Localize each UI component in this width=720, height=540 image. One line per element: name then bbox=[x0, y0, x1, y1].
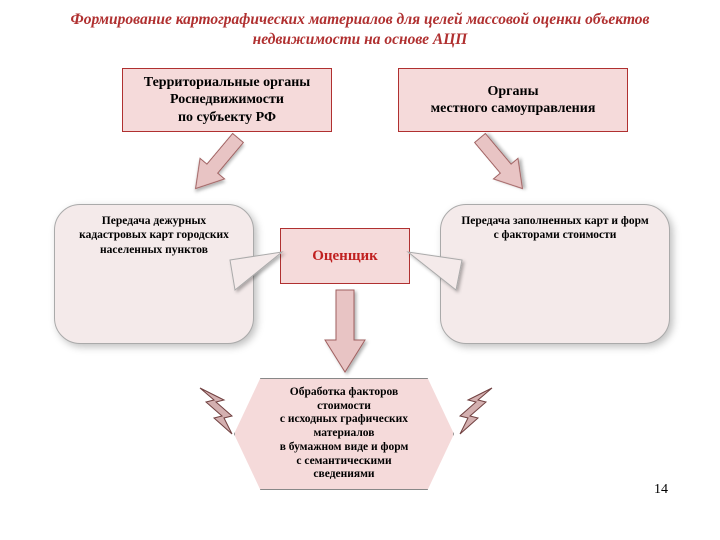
page-title: Формирование картографических материалов… bbox=[0, 10, 720, 50]
node-label: Органыместного самоуправления bbox=[431, 83, 596, 118]
arrow-tr-to-center bbox=[468, 128, 535, 199]
node-hexagon-process: Обработка факторовстоимостис исходных гр… bbox=[234, 378, 454, 490]
page-number: 14 bbox=[654, 482, 668, 498]
node-label: Оценщик bbox=[312, 248, 378, 265]
arrow-tl-to-center bbox=[183, 128, 250, 199]
node-local-government: Органыместного самоуправления bbox=[398, 68, 628, 132]
lightning-left-icon bbox=[200, 388, 232, 434]
node-label: Обработка факторовстоимостис исходных гр… bbox=[280, 386, 409, 483]
node-label: Территориальные органыРоснедвижимостипо … bbox=[144, 74, 310, 127]
callout-right-text: Передача заполненных карт и формс фактор… bbox=[450, 214, 660, 243]
callout-left-text: Передача дежурныхкадастровых карт городс… bbox=[64, 214, 244, 257]
arrow-center-to-hex bbox=[325, 290, 365, 372]
node-territorial-organs: Территориальные органыРоснедвижимостипо … bbox=[122, 68, 332, 132]
node-evaluator: Оценщик bbox=[280, 228, 410, 284]
lightning-right-icon bbox=[460, 388, 492, 434]
